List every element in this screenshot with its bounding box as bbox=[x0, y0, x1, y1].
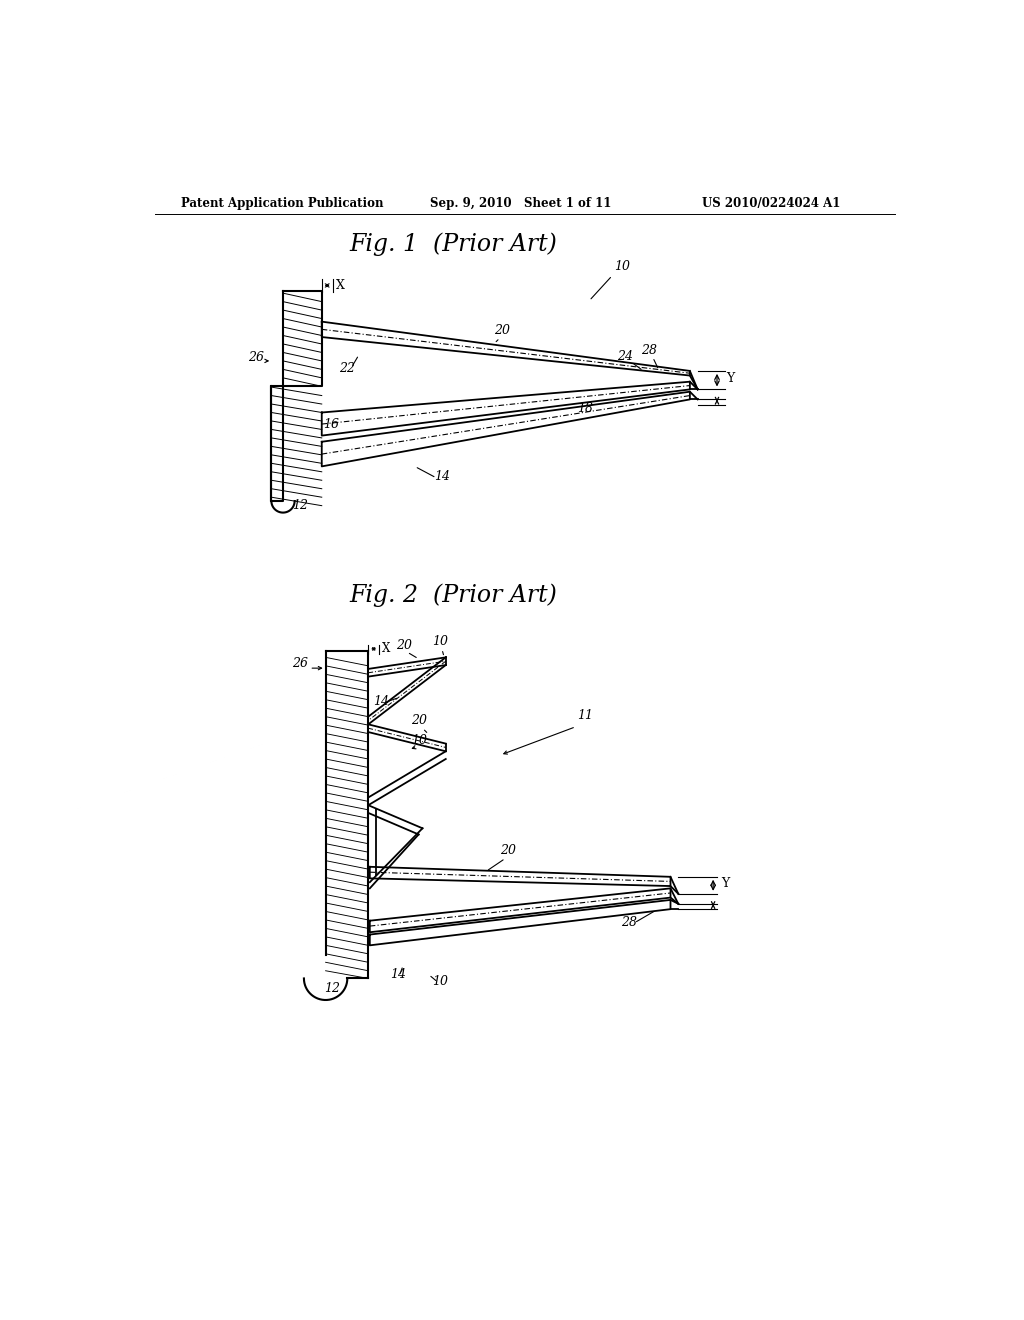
Text: 26: 26 bbox=[292, 656, 308, 669]
Text: Fig. 1  (Prior Art): Fig. 1 (Prior Art) bbox=[349, 232, 557, 256]
Text: 26: 26 bbox=[248, 351, 264, 364]
Text: 14: 14 bbox=[373, 696, 389, 708]
Text: 18: 18 bbox=[578, 403, 593, 416]
Text: US 2010/0224024 A1: US 2010/0224024 A1 bbox=[701, 197, 840, 210]
Text: 12: 12 bbox=[325, 982, 341, 994]
Text: 11: 11 bbox=[578, 709, 593, 722]
Text: 22: 22 bbox=[339, 363, 354, 375]
Text: 20: 20 bbox=[396, 639, 412, 652]
Text: 10: 10 bbox=[432, 974, 449, 987]
Text: Y: Y bbox=[721, 878, 729, 890]
Text: X: X bbox=[382, 643, 390, 656]
Text: 24: 24 bbox=[616, 350, 633, 363]
Text: 20: 20 bbox=[495, 323, 510, 337]
Text: 10: 10 bbox=[613, 260, 630, 273]
Text: 14: 14 bbox=[390, 969, 406, 982]
Text: 10: 10 bbox=[432, 635, 449, 648]
Text: X: X bbox=[336, 279, 344, 292]
Text: Patent Application Publication: Patent Application Publication bbox=[180, 197, 383, 210]
Text: 12: 12 bbox=[292, 499, 308, 512]
Text: 16: 16 bbox=[323, 418, 339, 430]
Text: Fig. 2  (Prior Art): Fig. 2 (Prior Art) bbox=[349, 583, 557, 607]
Text: 14: 14 bbox=[434, 470, 450, 483]
Text: 28: 28 bbox=[622, 916, 637, 929]
Text: 10: 10 bbox=[412, 734, 427, 747]
Text: Y: Y bbox=[726, 372, 734, 385]
Text: 20: 20 bbox=[500, 845, 516, 858]
Text: 20: 20 bbox=[412, 714, 427, 727]
Text: Sep. 9, 2010   Sheet 1 of 11: Sep. 9, 2010 Sheet 1 of 11 bbox=[430, 197, 611, 210]
Text: 28: 28 bbox=[641, 345, 656, 356]
